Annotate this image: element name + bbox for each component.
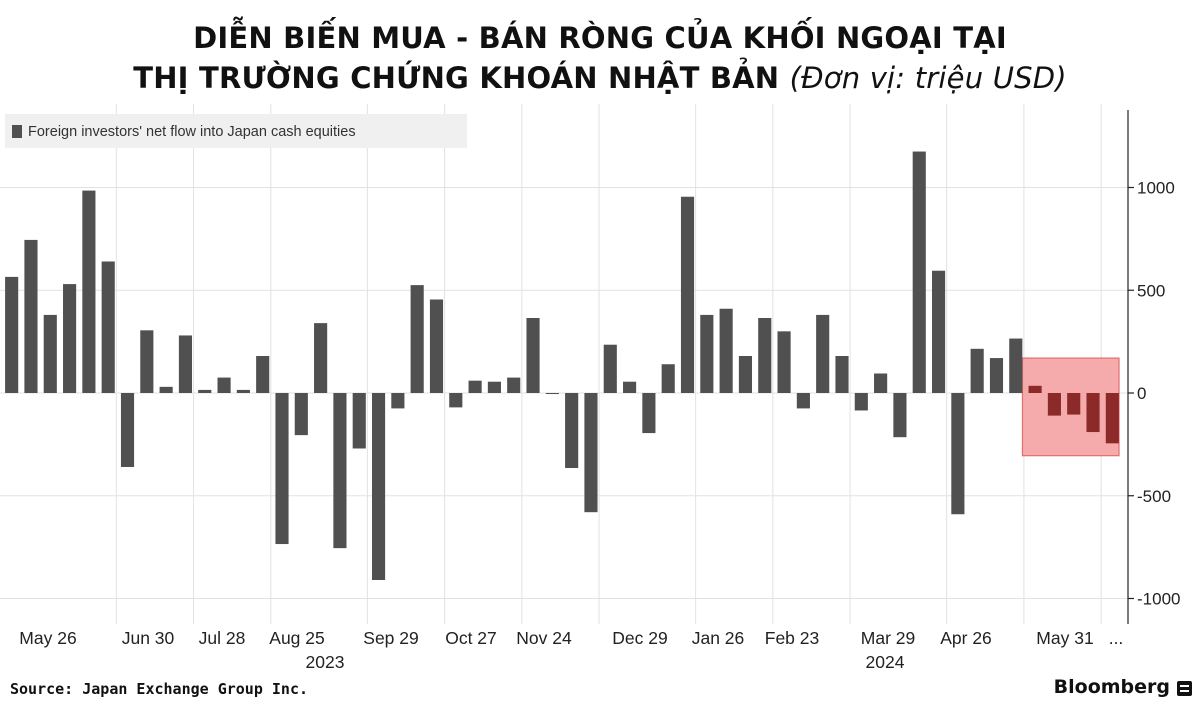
bar [796, 393, 810, 409]
bloomberg-terminal-icon [1177, 681, 1192, 696]
title-line-1: DIỄN BIẾN MUA - BÁN RÒNG CỦA KHỐI NGOẠI … [193, 21, 1007, 55]
bar [120, 393, 135, 467]
bar [912, 151, 926, 393]
bar [468, 380, 482, 393]
bar [294, 393, 308, 436]
bar [545, 393, 559, 395]
bar [1086, 393, 1100, 433]
bar [82, 190, 96, 393]
y-tick-label: -500 [1137, 487, 1171, 506]
x-tick-label: Dec 29 [612, 628, 667, 648]
bar [24, 239, 38, 393]
bar [63, 284, 77, 393]
x-tick-label: Jan 26 [692, 628, 745, 648]
legend-swatch [12, 125, 22, 138]
bar [989, 358, 1004, 393]
title-line-2: THỊ TRƯỜNG CHỨNG KHOÁN NHẬT BẢN (Đơn vị:… [0, 58, 1200, 98]
bar [5, 276, 19, 393]
x-tick-label: Aug 25 [269, 628, 324, 648]
bar [487, 381, 501, 393]
bar [623, 381, 637, 393]
source-text: Source: Japan Exchange Group Inc. [10, 680, 309, 698]
bar [584, 393, 598, 513]
x-tick-label: Feb 23 [765, 628, 819, 648]
bar [507, 377, 521, 393]
x-tick-label: Mar 29 [861, 628, 915, 648]
bar [391, 393, 405, 409]
brand-logo: Bloomberg [1053, 676, 1170, 698]
bar [1105, 393, 1119, 444]
bar [700, 314, 714, 393]
bar [951, 393, 965, 515]
footer: Source: Japan Exchange Group Inc. Bloomb… [0, 676, 1200, 703]
bar [758, 317, 772, 393]
x-tick-label: May 31 [1036, 628, 1093, 648]
bar [198, 389, 212, 393]
bar [333, 393, 347, 549]
bar [526, 317, 540, 393]
x-tick-label: May 26 [19, 628, 76, 648]
x-tick-label: Jun 30 [122, 628, 175, 648]
bar [371, 393, 386, 581]
x-tick-label: Apr 26 [940, 628, 992, 648]
bar [874, 373, 888, 393]
y-tick-label: 1000 [1137, 179, 1175, 198]
bar [352, 393, 366, 449]
bar [893, 393, 907, 438]
x-year-label: 2024 [866, 652, 905, 672]
bar [449, 393, 463, 408]
bar [661, 364, 675, 393]
bar [719, 308, 733, 393]
x-tick-label: Jul 28 [199, 628, 246, 648]
bar [603, 344, 617, 393]
grid-lines [0, 104, 1128, 624]
x-tick-label: Nov 24 [516, 628, 572, 648]
legend-background [5, 114, 467, 148]
bar [816, 314, 830, 393]
bar [565, 393, 579, 469]
bar [642, 393, 656, 434]
bar [970, 348, 984, 393]
legend: Foreign investors' net flow into Japan c… [5, 114, 467, 148]
title-line-2-text: THỊ TRƯỜNG CHỨNG KHOÁN NHẬT BẢN [133, 61, 780, 95]
bar [43, 314, 57, 393]
y-tick-label: -1000 [1137, 590, 1180, 609]
bar [159, 386, 173, 393]
y-tick-label: 0 [1137, 384, 1146, 403]
bar [314, 323, 328, 393]
chart-title: DIỄN BIẾN MUA - BÁN RÒNG CỦA KHỐI NGOẠI … [0, 18, 1200, 98]
bar [1009, 338, 1023, 393]
y-axis: -1000 -500 0 500 1000 [1127, 110, 1180, 624]
legend-label: Foreign investors' net flow into Japan c… [28, 124, 356, 140]
bar [738, 356, 753, 393]
x-year-label: 2023 [306, 652, 345, 672]
bar-chart: -1000 -500 0 500 1000 May 26 Jun 30 Jul 28 Aug … [0, 104, 1180, 672]
bar [854, 393, 868, 411]
bar [178, 335, 193, 393]
bars [5, 151, 1119, 581]
title-unit: (Đơn vị: triệu USD) [789, 61, 1067, 95]
bar [680, 196, 695, 393]
bar [101, 261, 115, 393]
bar [256, 356, 270, 393]
bar [217, 377, 231, 393]
bar [236, 389, 250, 393]
bar [777, 331, 791, 393]
bar [1067, 393, 1081, 415]
bar [410, 285, 424, 393]
bar [140, 330, 154, 393]
x-axis-labels: May 26 Jun 30 Jul 28 Aug 25 Sep 29 Oct 27 Nov … [19, 628, 1123, 672]
y-tick-label: 500 [1137, 281, 1165, 300]
x-tick-label: Sep 29 [363, 628, 418, 648]
bar [835, 356, 849, 393]
x-tick-label: ... [1109, 628, 1124, 648]
x-tick-label: Oct 27 [445, 628, 497, 648]
bar [429, 299, 444, 393]
bar [1028, 385, 1042, 393]
bar [1047, 393, 1061, 416]
bar [931, 270, 946, 393]
bar [275, 393, 289, 545]
